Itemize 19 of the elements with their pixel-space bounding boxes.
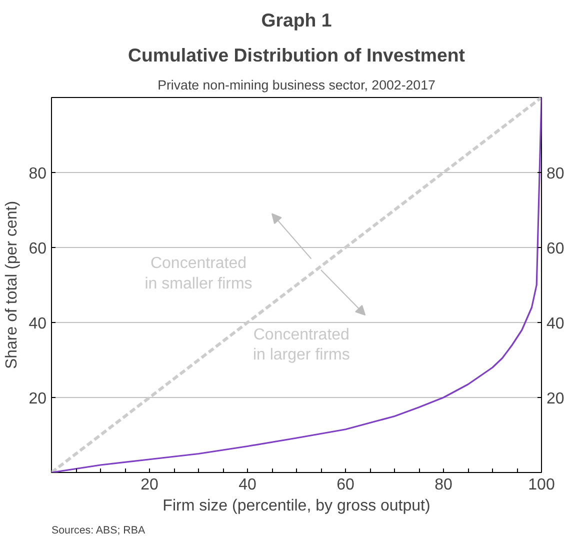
y2-tick-label: 60 [546,240,564,258]
y-tick-label: 20 [28,390,47,408]
y-axis-title: Share of total (per cent) [4,200,21,370]
y2-tick-label: 20 [546,390,564,408]
x-tick-label: 40 [238,476,256,494]
y-tick-label: 40 [28,316,47,332]
y2-tick-label: 80 [546,166,564,182]
x-axis-title: Firm size (percentile, by gross output) [162,498,430,514]
y2-tick-label: 40 [546,316,564,332]
source-note: Sources: ABS; RBA [52,524,146,536]
chart-title: Cumulative Distribution of Investment [128,44,465,66]
chart-subtitle: Private non-mining business sector, 2002-2017 [158,78,436,92]
caption: Graph 1 [261,10,332,30]
y-tick-label: 80 [28,166,47,182]
y-tick-label: 60 [28,240,47,258]
x-tick-label: 20 [140,476,158,494]
x-tick-label: 60 [336,476,354,494]
x-tick-label: 100 [528,476,555,494]
x-tick-label: 80 [434,476,452,494]
